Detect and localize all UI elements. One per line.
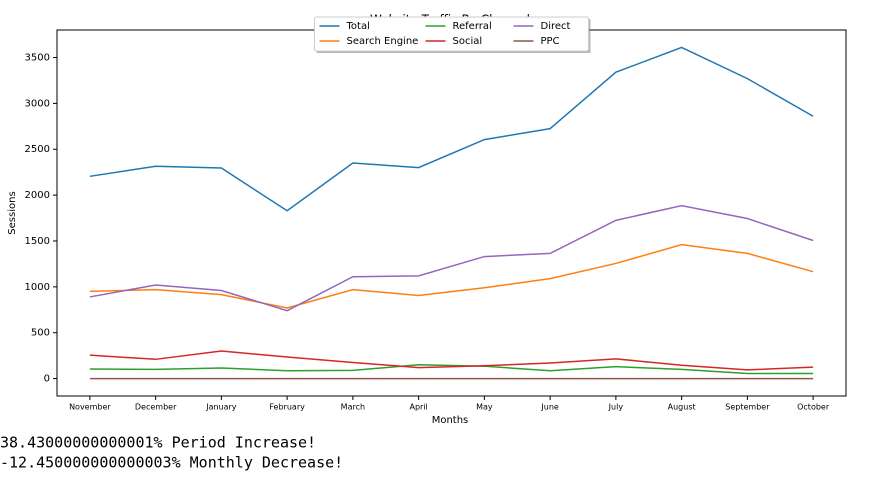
y-tick-label: 3500 (25, 53, 50, 64)
series-line (89, 350, 814, 371)
x-tick-label: June (540, 403, 559, 412)
series-line (89, 364, 814, 375)
x-tick-label: November (69, 403, 111, 412)
x-axis-label: Months (432, 415, 469, 426)
legend-label: Social (453, 36, 483, 47)
monthly-note: -12.450000000000003% Monthly Decrease! (0, 454, 343, 472)
y-tick-label: 2500 (25, 144, 50, 155)
series-line (89, 204, 814, 312)
x-tick-label: February (269, 403, 305, 412)
x-tick-label: May (476, 403, 493, 412)
y-tick-label: 1000 (25, 282, 50, 293)
legend-label: Search Engine (347, 36, 419, 47)
legend-label: Referral (453, 21, 492, 32)
y-tick-label: 500 (31, 328, 50, 339)
y-tick-label: 1500 (25, 236, 50, 247)
legend-label: Total (346, 21, 370, 32)
legend-label: Direct (541, 21, 571, 32)
series-line (89, 243, 814, 309)
x-tick-label: April (409, 403, 427, 412)
y-axis-label: Sessions (7, 191, 18, 234)
x-tick-label: March (341, 403, 365, 412)
y-tick-label: 0 (44, 374, 50, 385)
series-line (89, 46, 814, 212)
x-tick-label: July (608, 403, 624, 412)
y-tick-label: 2000 (25, 190, 50, 201)
x-tick-label: October (797, 403, 830, 412)
plot-frame (56, 29, 847, 397)
legend-label: PPC (541, 36, 560, 47)
x-tick-label: September (725, 403, 770, 412)
x-tick-label: January (205, 403, 237, 412)
x-tick-label: December (135, 403, 177, 412)
period-note: 38.43000000000001% Period Increase! (0, 434, 316, 452)
x-tick-label: August (668, 403, 696, 412)
y-tick-label: 3000 (25, 98, 50, 109)
